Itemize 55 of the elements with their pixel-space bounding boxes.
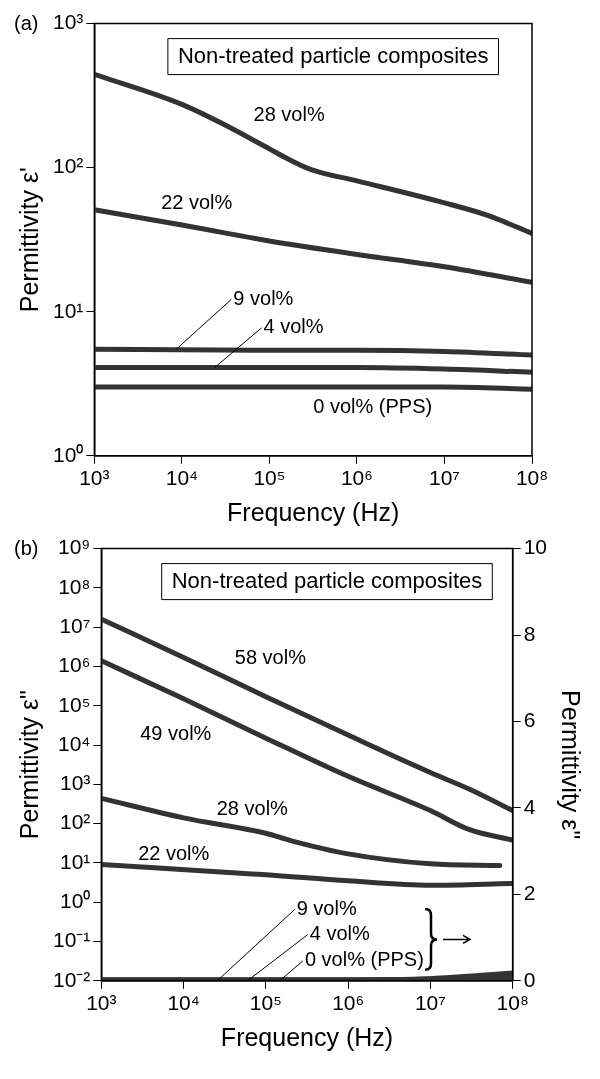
x-tick-label: 10³ <box>86 991 117 1015</box>
x-tick-label: 10⁸ <box>496 991 529 1015</box>
x-tick-label: 10⁷ <box>414 991 446 1015</box>
x-tick-label: 10³ <box>79 466 110 490</box>
x-tick-label: 10⁴ <box>167 991 200 1015</box>
y-tick-label: 10⁹ <box>57 535 91 559</box>
y-tick-label: 10³ <box>53 10 84 34</box>
y-tick-label: 10⁶ <box>58 653 91 677</box>
text: 9 vol% <box>296 897 357 919</box>
y-axis-title: Permittivity ε" <box>14 690 43 840</box>
x-tick-label: 10⁷ <box>428 466 460 490</box>
series-label: 4 vol% <box>309 922 371 945</box>
series-label: 0 vol% (PPS) <box>304 948 424 971</box>
text: (b) <box>14 536 39 559</box>
y-tick-label: 10⁰ <box>53 442 84 466</box>
x-tick-label: 10⁸ <box>515 466 549 490</box>
series-label: 4 vol% <box>263 315 324 338</box>
y-tick-label: 10⁻¹ <box>52 928 91 952</box>
x-tick-label: 10⁶ <box>332 991 365 1015</box>
y2-tick-label: 0 <box>523 967 536 991</box>
y2-tick-label: 8 <box>523 621 536 645</box>
y2-axis-title: Permittivity ε" <box>557 690 586 840</box>
series-label: 28 vol% <box>216 796 289 819</box>
x-tick-label: 10⁵ <box>249 991 282 1015</box>
y-tick-label: 10⁻² <box>52 967 91 991</box>
series-label: 28 vol% <box>253 102 325 125</box>
y-tick-label: 10⁸ <box>58 574 91 598</box>
series-label: 0 vol% (PPS) <box>313 394 433 417</box>
x-tick-label: 10⁵ <box>253 466 286 490</box>
series-label: 22 vol% <box>161 191 233 214</box>
x-tick-label: 10⁴ <box>165 466 199 490</box>
y-axis-title: Permittivity ε' <box>14 167 43 313</box>
series-label: 49 vol% <box>140 722 212 745</box>
y-tick-label: 10³ <box>59 771 91 795</box>
y2-tick-label: 4 <box>523 794 536 818</box>
y-tick-label: 10⁵ <box>58 692 91 716</box>
y2-tick-label: 6 <box>523 708 536 732</box>
text: Non-treated particle composites <box>171 567 483 593</box>
text: (a) <box>14 11 39 34</box>
series-label: 22 vol% <box>138 841 210 864</box>
x-axis-title: Frequency (Hz) <box>220 1022 394 1051</box>
x-tick-label: 10⁶ <box>340 466 373 490</box>
y2-tick-label: 10 <box>523 535 547 559</box>
y-tick-label: 10¹ <box>53 298 84 322</box>
y-tick-label: 10² <box>53 154 84 178</box>
text: 9 vol% <box>233 286 294 309</box>
y-tick-label: 10⁴ <box>57 731 91 755</box>
series-label: 58 vol% <box>234 645 307 668</box>
y2-tick-label: 2 <box>523 881 536 905</box>
text: Non-treated particle composites <box>177 42 489 68</box>
y-tick-label: 10⁰ <box>59 889 91 913</box>
y-tick-label: 10¹ <box>59 849 91 873</box>
y-tick-label: 10⁷ <box>59 613 91 637</box>
x-axis-title: Frequency (Hz) <box>227 497 400 526</box>
y-tick-label: 10² <box>59 810 91 834</box>
